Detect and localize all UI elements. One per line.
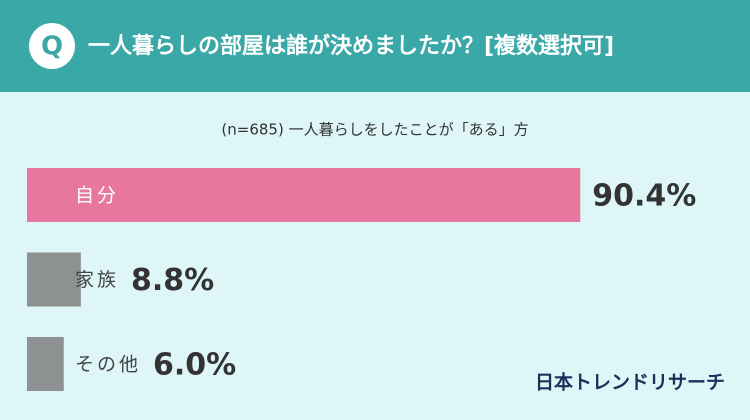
category-label: 自分 [75, 185, 119, 207]
q-badge [29, 23, 75, 69]
chart-title: 一人暮らしの部屋は誰が決めましたか？[複数選択可] [88, 33, 614, 59]
source-logo: 日本トレンドリサーチ [535, 371, 725, 394]
bar [27, 337, 64, 391]
category-label: その他 [75, 354, 141, 376]
bar [27, 168, 581, 222]
header [0, 0, 750, 92]
q-letter: Q [41, 32, 63, 62]
value-label: 8.8% [131, 263, 214, 298]
subtitle: (n=685) 一人暮らしをしたことが「ある」方 [221, 121, 528, 139]
value-label: 90.4% [592, 179, 696, 214]
bar [27, 252, 81, 307]
category-label: 家族 [75, 269, 119, 291]
value-label: 6.0% [153, 348, 236, 383]
